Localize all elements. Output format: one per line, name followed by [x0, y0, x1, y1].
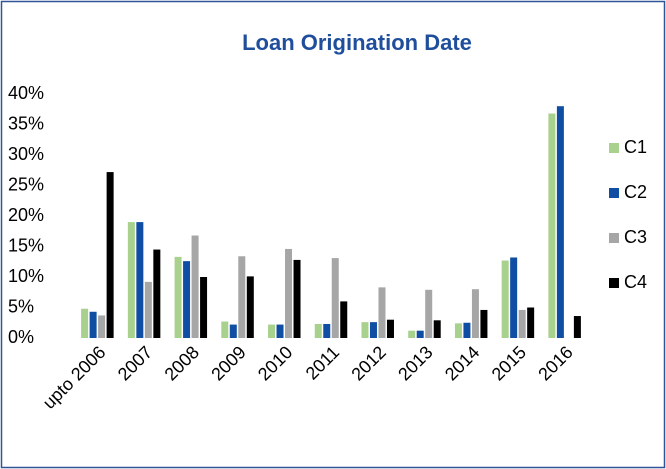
- y-tick-label: 25%: [8, 174, 44, 194]
- bar: [246, 276, 254, 338]
- bar: [573, 316, 581, 338]
- bar: [556, 106, 564, 338]
- legend-label: C2: [624, 182, 647, 202]
- bar: [98, 315, 106, 338]
- bar: [331, 258, 339, 338]
- bar: [425, 289, 433, 338]
- bar: [89, 311, 97, 338]
- y-tick-label: 0%: [8, 327, 34, 347]
- bar: [191, 235, 199, 338]
- bar: [378, 287, 386, 338]
- legend-swatch: [609, 278, 619, 288]
- legend-label: C1: [624, 137, 647, 157]
- bar: [518, 309, 526, 338]
- bar: [268, 324, 276, 338]
- bar: [276, 324, 284, 338]
- bar: [127, 222, 135, 338]
- legend-label: C3: [624, 227, 647, 247]
- bar: [200, 277, 208, 338]
- bar: [183, 261, 191, 338]
- legend-swatch: [609, 233, 619, 243]
- bar: [221, 321, 229, 338]
- y-tick-label: 20%: [8, 205, 44, 225]
- bar: [136, 222, 144, 338]
- bar: [323, 323, 331, 338]
- bar: [471, 289, 479, 338]
- bar: [463, 322, 471, 338]
- bar: [106, 172, 114, 338]
- bar: [314, 323, 322, 338]
- legend-label: C4: [624, 272, 647, 292]
- bar: [480, 309, 488, 338]
- bar: [153, 249, 161, 338]
- y-tick-label: 40%: [8, 83, 44, 103]
- bar: [454, 323, 462, 338]
- bar: [416, 330, 424, 338]
- bar: [81, 308, 89, 338]
- bar: [361, 322, 369, 338]
- bar: [238, 256, 246, 338]
- bar: [510, 257, 518, 338]
- bar: [501, 260, 509, 338]
- bar: [285, 248, 293, 338]
- y-tick-label: 15%: [8, 235, 44, 255]
- chart-title: Loan Origination Date: [242, 30, 472, 55]
- bar: [527, 307, 535, 338]
- bar: [174, 256, 182, 338]
- bar: [144, 281, 152, 338]
- legend-swatch: [609, 143, 619, 153]
- bar: [386, 319, 394, 338]
- y-tick-label: 5%: [8, 296, 34, 316]
- bar: [369, 322, 377, 338]
- y-tick-label: 30%: [8, 144, 44, 164]
- y-tick-label: 35%: [8, 113, 44, 133]
- bar: [229, 324, 237, 338]
- bar: [408, 330, 416, 338]
- bar: [340, 301, 348, 338]
- legend-swatch: [609, 188, 619, 198]
- bar: [548, 113, 556, 339]
- bar: [433, 320, 441, 338]
- y-tick-label: 10%: [8, 266, 44, 286]
- bar: [293, 259, 301, 338]
